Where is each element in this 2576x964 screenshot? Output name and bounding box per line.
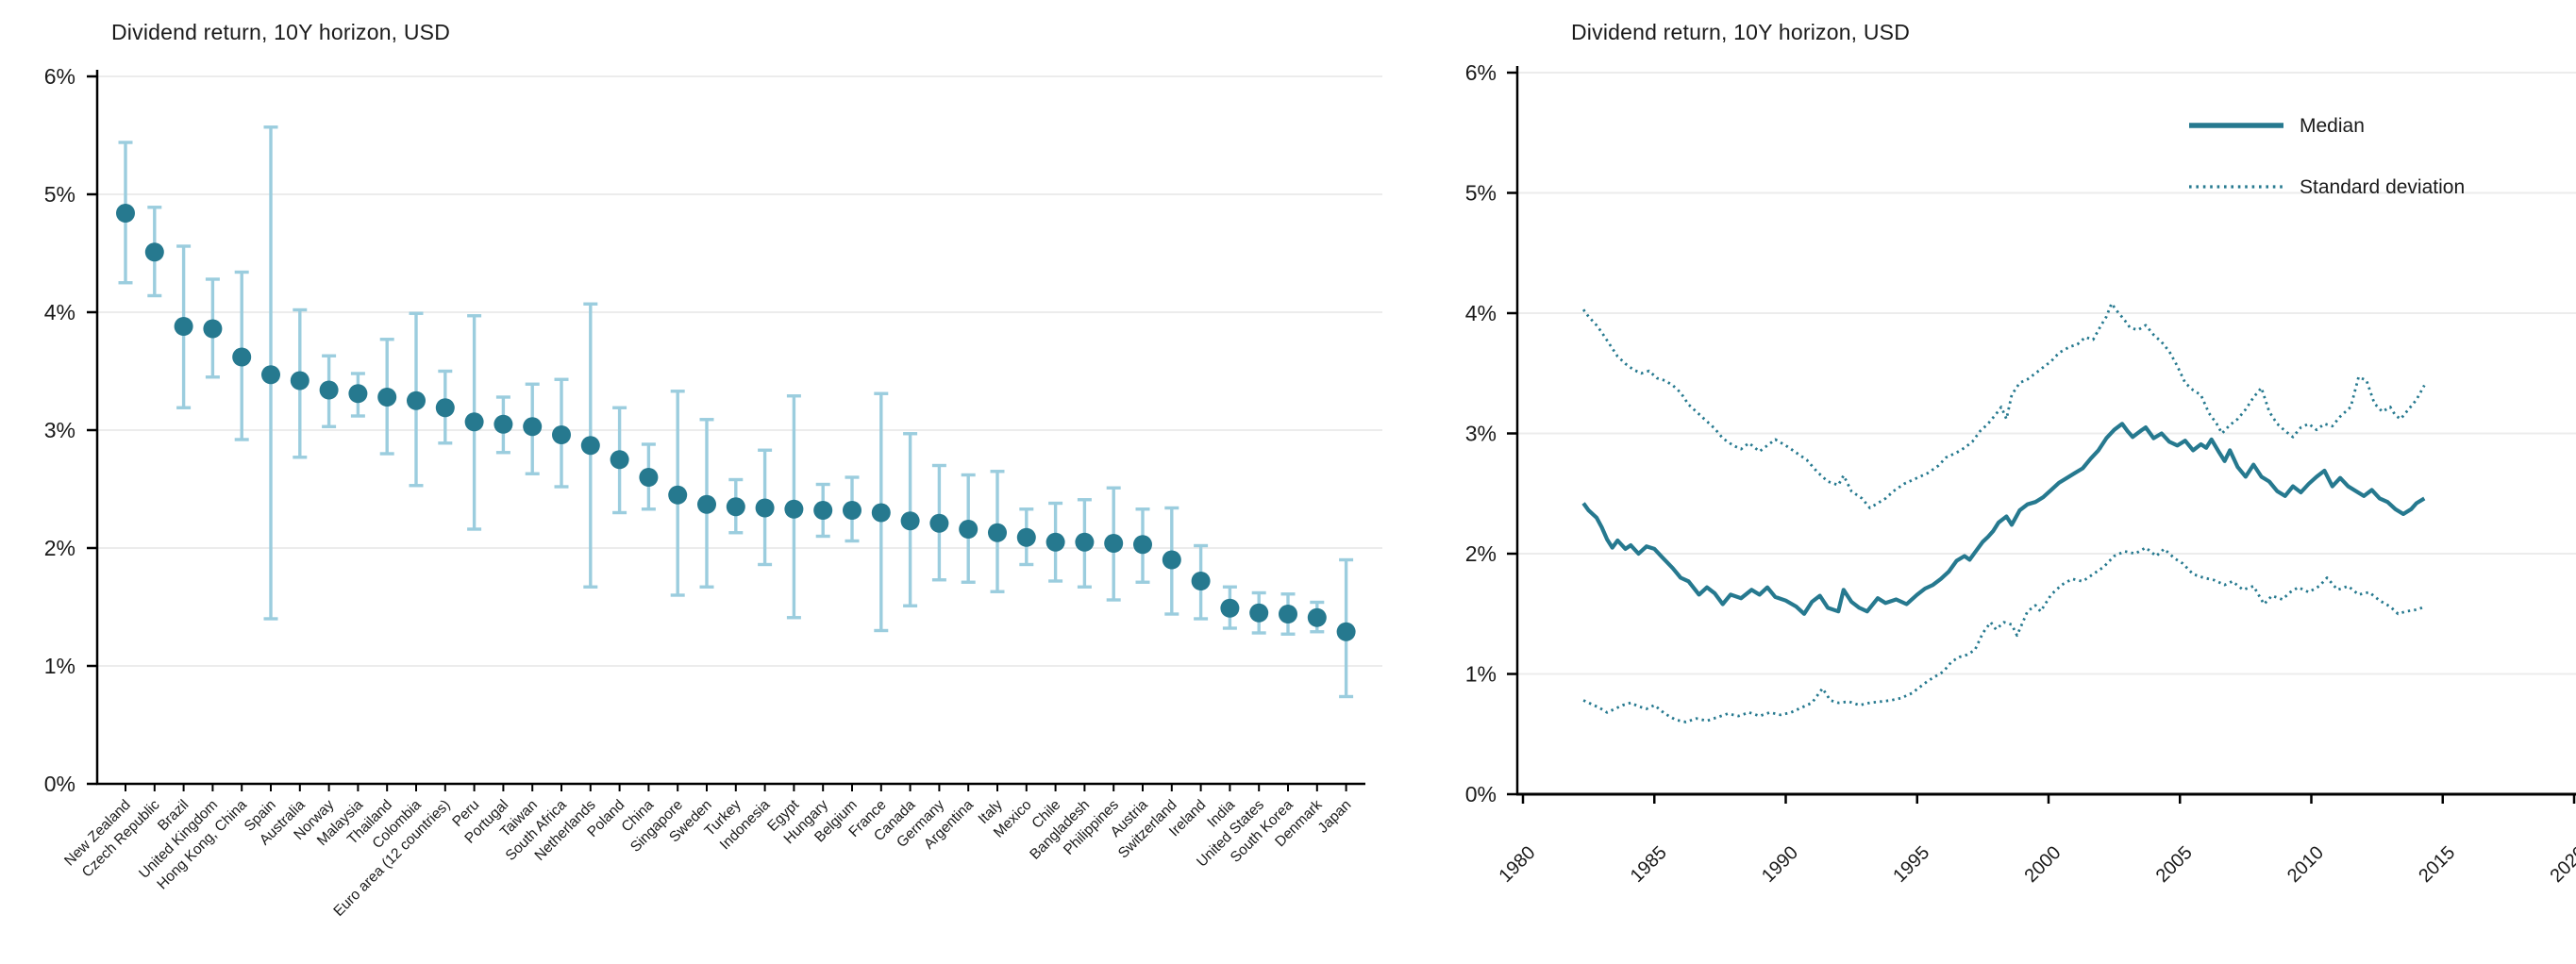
x-tick-label: 2020 (2547, 842, 2576, 887)
data-point (261, 365, 280, 385)
data-point (871, 503, 891, 523)
data-point (1162, 550, 1181, 570)
x-tick-label: 2000 (2021, 842, 2066, 887)
x-tick-label: 1985 (1627, 842, 1671, 887)
median-line (1581, 422, 2426, 616)
y-tick-label: 4% (1465, 301, 1497, 325)
left-gridlines (97, 75, 1382, 667)
y-tick-label: 1% (44, 654, 75, 678)
left-chart-title: Dividend return, 10Y horizon, USD (111, 20, 450, 44)
x-tick-label: 1980 (1496, 842, 1540, 887)
y-tick-label: 6% (44, 64, 75, 89)
data-point (232, 347, 252, 367)
data-point (755, 498, 775, 518)
data-point (493, 414, 513, 434)
data-point (1336, 622, 1356, 641)
y-tick-label: 3% (44, 418, 75, 442)
right-chart-legend: Median Standard deviation (2189, 115, 2465, 198)
data-point (1016, 527, 1036, 547)
data-point (843, 501, 861, 520)
y-tick-label: 3% (1465, 422, 1497, 446)
x-tick-label: 1990 (1758, 842, 1802, 887)
y-tick-label: 5% (1465, 181, 1497, 206)
data-point (523, 417, 543, 437)
right-data-series (1581, 302, 2426, 723)
legend-median-label: Median (2300, 115, 2365, 137)
data-point (1133, 535, 1152, 555)
stddev-line (1581, 302, 2426, 509)
data-point (377, 388, 397, 407)
right-chart-panel: 0% 1% 2% 3% 4% 5% 6% 1980 1985 1990 1995 2000 2005 20… (1465, 20, 2576, 887)
data-point (580, 436, 600, 456)
data-point (552, 425, 571, 444)
data-point (1307, 607, 1327, 627)
y-tick-label: 4% (44, 300, 75, 324)
x-tick-label: 2005 (2152, 842, 2197, 887)
y-tick-label: 6% (1465, 60, 1497, 85)
right-gridlines (1517, 72, 2576, 675)
country-label: Japan (1315, 797, 1355, 837)
data-point (144, 242, 164, 262)
data-point (610, 450, 629, 470)
y-tick-label: 0% (1465, 782, 1497, 806)
data-point (668, 485, 688, 505)
data-point (988, 523, 1007, 542)
legend-stddev-label: Standard deviation (2300, 176, 2465, 198)
data-point (639, 468, 659, 487)
data-point (900, 511, 920, 531)
data-point (959, 520, 979, 539)
stddev-line (1582, 546, 2425, 723)
data-point (203, 319, 223, 339)
y-tick-label: 2% (1465, 541, 1497, 566)
data-point (1279, 605, 1297, 623)
left-axes (87, 70, 1365, 791)
right-chart-title: Dividend return, 10Y horizon, USD (1571, 20, 1910, 44)
data-point (1220, 598, 1240, 618)
data-point (348, 384, 368, 404)
y-tick-label: 5% (44, 182, 75, 207)
data-point (1191, 572, 1211, 590)
data-point (407, 391, 426, 410)
data-point (1075, 532, 1095, 552)
data-point (435, 398, 455, 418)
y-tick-label: 1% (1465, 662, 1497, 687)
data-point (929, 513, 949, 533)
data-point (290, 371, 309, 391)
data-point (1249, 603, 1269, 623)
data-point (319, 380, 339, 400)
right-axes (1507, 66, 2576, 804)
data-point (726, 497, 745, 517)
data-point (784, 499, 804, 519)
data-point (1045, 532, 1065, 552)
y-tick-label: 2% (44, 536, 75, 560)
left-data-series (116, 125, 1356, 699)
data-point (697, 494, 716, 514)
x-tick-label: 2015 (2415, 842, 2459, 887)
data-point (464, 412, 484, 432)
data-point (116, 204, 135, 223)
data-point (174, 317, 193, 336)
data-point (1104, 534, 1124, 553)
x-tick-label: 1995 (1889, 842, 1933, 887)
data-point (813, 501, 833, 520)
x-tick-label: 2010 (2283, 842, 2328, 887)
y-tick-label: 0% (44, 772, 75, 796)
